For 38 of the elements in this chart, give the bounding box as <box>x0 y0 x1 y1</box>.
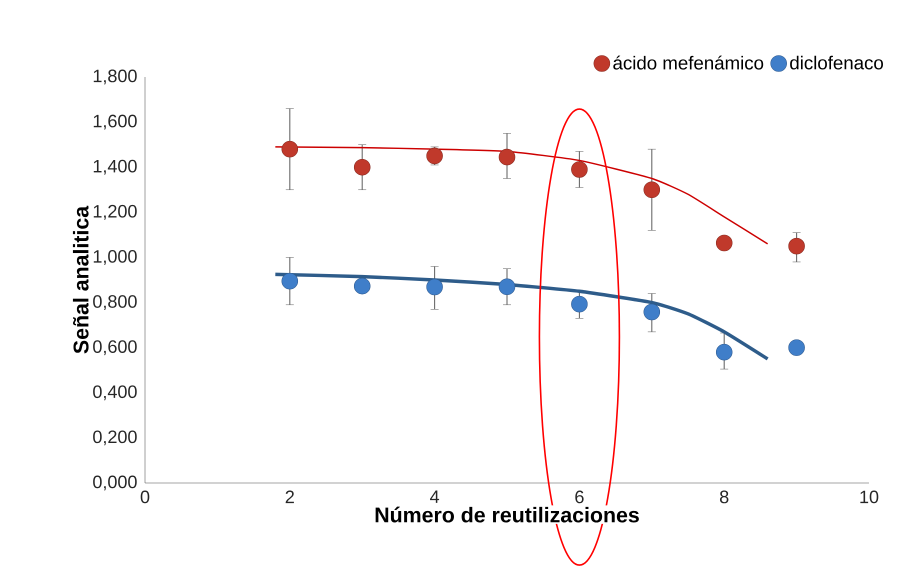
y-tick-label: 0,600 <box>93 340 137 356</box>
point <box>716 234 732 252</box>
point <box>426 148 443 164</box>
x-tick-label: 10 <box>860 490 878 504</box>
x-axis-title: Número de reutilizaciones <box>376 506 639 523</box>
x-tick-label: 0 <box>140 490 150 504</box>
point <box>354 158 370 176</box>
line-series <box>274 272 770 361</box>
point <box>498 278 516 296</box>
point <box>644 304 660 320</box>
y-tick-label: 0,000 <box>93 476 137 490</box>
point <box>644 182 660 198</box>
y-tick-label: 0,400 <box>93 385 137 400</box>
y-tick-label: 0,800 <box>93 295 137 310</box>
legend-label: ácido mefenámico <box>613 56 764 70</box>
point <box>716 344 732 360</box>
point <box>788 339 805 356</box>
point <box>571 296 588 312</box>
y-tick-label: 1,400 <box>94 160 137 175</box>
point <box>498 148 516 166</box>
point <box>354 278 370 294</box>
y-tick-label: 1,000 <box>94 250 137 265</box>
line-series <box>274 146 768 245</box>
y-tick-label: 1,800 <box>94 70 137 84</box>
y-axis-title: Señal analitica <box>72 206 89 354</box>
x-tick-label: 2 <box>286 490 294 504</box>
point <box>571 161 588 178</box>
point <box>282 272 298 290</box>
y-tick-label: 1,200 <box>94 204 137 220</box>
point <box>282 140 298 158</box>
x-tick-label: 8 <box>720 490 728 504</box>
y-tick-label: 0,200 <box>93 430 137 446</box>
point <box>788 238 805 254</box>
x-tick-label: 6 <box>575 490 584 504</box>
point <box>426 278 443 296</box>
legend-label: diclofenaco <box>790 56 883 70</box>
y-tick-label: 1,600 <box>94 114 137 130</box>
x-tick-label: 4 <box>430 490 440 503</box>
